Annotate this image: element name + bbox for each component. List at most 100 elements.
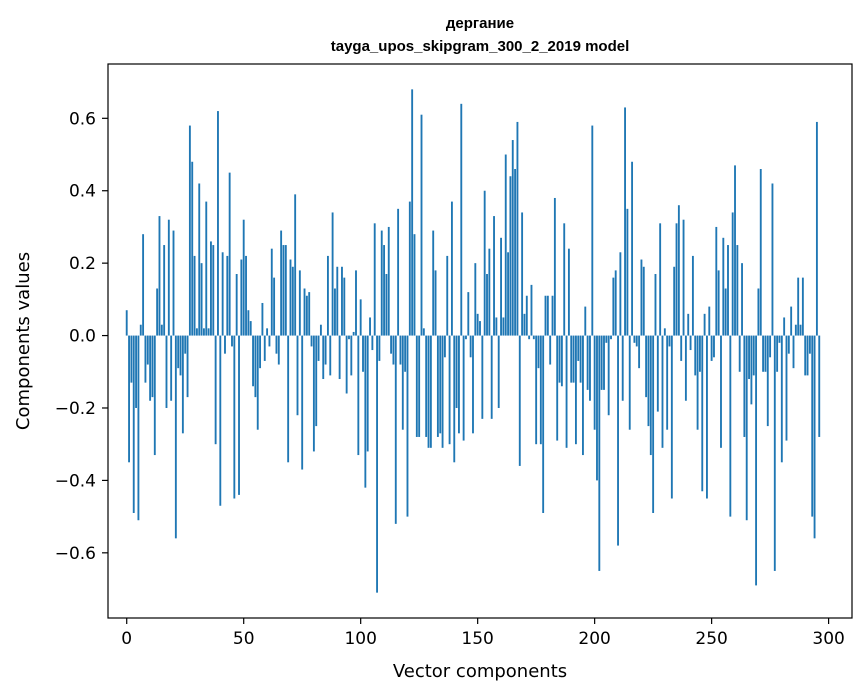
bar [420,114,423,336]
x-tick-label: 150 [461,629,493,649]
bar [434,270,437,336]
bar [275,335,278,354]
bar [523,313,526,336]
bar [228,172,231,336]
bar [177,335,180,369]
bar [521,212,524,336]
bar [722,237,725,336]
bar [502,317,505,336]
bar [383,245,386,336]
bar [647,335,650,427]
bar [336,266,339,336]
bar [350,335,353,376]
bar [277,335,280,365]
plot-frame [107,63,853,619]
bar [233,335,236,499]
bar [165,335,168,408]
bar [193,255,196,336]
bar [343,277,346,336]
bar [472,335,474,434]
bar [600,335,603,390]
bar [202,328,205,336]
bar [675,223,678,336]
bar [514,169,517,336]
bar [570,335,573,383]
bar [677,205,680,336]
bar [322,335,325,380]
bar [303,288,306,336]
bar [387,226,390,336]
bar [762,335,765,372]
bar [537,335,540,369]
bar [530,284,533,336]
bar [151,335,154,398]
bar [259,335,262,369]
bar [486,274,488,336]
bar [132,335,135,513]
bar [633,335,636,343]
x-axis-label: Vector components [393,661,567,682]
bar [706,335,708,499]
bar [425,335,428,437]
bar [219,335,222,506]
bar [256,335,259,430]
bar [558,335,561,383]
bar [245,255,247,336]
bar [341,266,343,336]
bar [217,111,219,336]
bar [687,313,690,336]
bar [745,335,748,521]
bar [413,234,416,336]
bar [776,335,779,372]
y-tick-label: 0.0 [69,327,96,347]
bar [666,335,669,430]
bar [411,89,414,336]
bar [205,201,208,336]
bar [439,335,442,434]
bar [385,274,388,336]
bar [235,274,238,336]
bar [638,335,641,369]
bar [291,266,294,336]
bar [326,255,329,336]
bar [584,306,587,336]
bar [214,335,217,445]
bar [362,335,364,372]
bar [773,335,776,571]
bar [631,161,634,336]
y-tick-label: −0.6 [55,544,96,564]
bar [373,223,376,336]
bar [752,335,755,376]
bar [334,288,336,336]
bar [694,335,697,376]
bar [450,201,453,336]
bar [617,335,619,546]
bar [708,306,711,336]
y-tick-label: 0.4 [69,182,96,202]
bar [429,335,432,448]
bar [738,335,741,372]
bar [567,248,570,336]
bar [603,335,605,390]
y-axis-label: Components values [13,252,34,430]
bar [815,121,818,336]
bar [574,335,577,445]
bar [446,255,449,336]
bar [654,274,657,336]
bar [764,335,767,372]
bar [691,255,694,336]
bar [390,335,393,354]
bar [729,335,732,517]
bar [210,241,212,336]
bar [460,103,463,336]
bar [792,335,795,369]
bar [366,335,369,452]
bar [516,121,519,336]
bar [254,335,257,398]
bar [544,295,547,336]
bar [778,335,781,343]
bar [319,324,322,336]
bar [696,335,699,430]
bar [724,288,727,336]
bar [401,335,404,430]
